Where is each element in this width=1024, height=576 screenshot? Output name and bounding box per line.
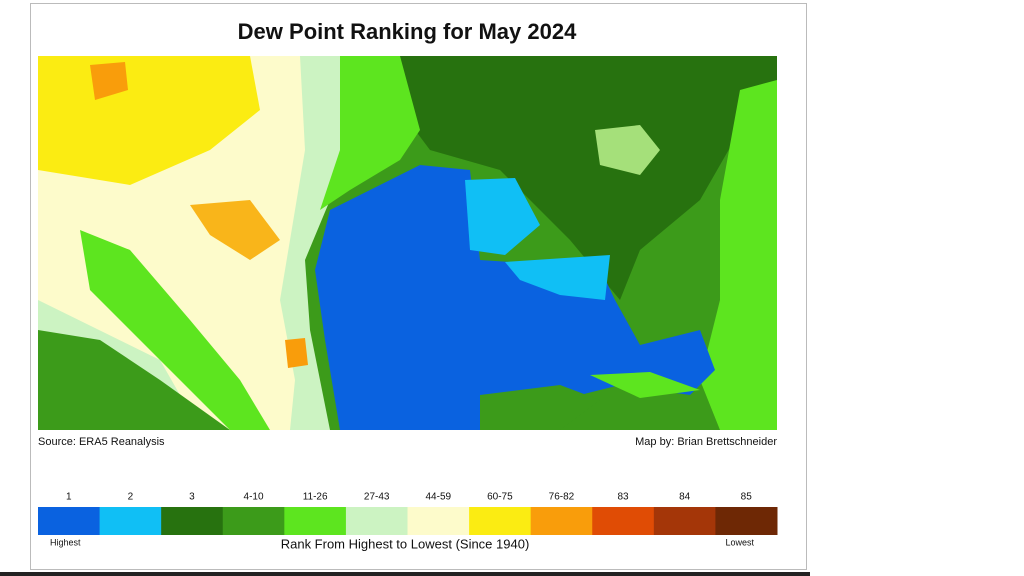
legend-label: 4-10: [244, 492, 264, 503]
legend-label: 83: [617, 492, 629, 503]
region: [315, 165, 715, 430]
map: [38, 56, 777, 430]
legend-swatch: [222, 507, 285, 535]
region: [285, 338, 308, 368]
region: [190, 200, 280, 260]
legend-high-label: Lowest: [725, 537, 754, 547]
legend-swatch: [469, 507, 532, 535]
region: [505, 255, 610, 300]
legend-label: 60-75: [487, 492, 513, 503]
legend-swatch: [592, 507, 655, 535]
legend-label: 3: [189, 492, 195, 503]
legend-label: 44-59: [426, 492, 452, 503]
legend-swatch: [345, 507, 408, 535]
legend-label: 76-82: [549, 492, 575, 503]
legend-swatch: [407, 507, 470, 535]
legend-label: 27-43: [364, 492, 390, 503]
legend-swatch: [38, 507, 101, 535]
region: [480, 385, 600, 430]
legend-swatch: [99, 507, 162, 535]
legend-label: 11-26: [303, 492, 328, 503]
legend-label: 2: [128, 492, 134, 503]
legend-swatch: [284, 507, 347, 535]
bottom-bar: [0, 572, 810, 576]
legend-label: 1: [66, 492, 72, 503]
legend-swatch: [161, 507, 224, 535]
region: [38, 330, 230, 430]
legend-caption: Rank From Highest to Lowest (Since 1940): [281, 536, 530, 551]
legend-swatch: [653, 507, 716, 535]
region: [590, 372, 700, 398]
region: [700, 80, 777, 430]
region: [595, 125, 660, 175]
legend-label: 84: [679, 492, 691, 503]
region: [320, 56, 420, 210]
legend-swatch: [530, 507, 593, 535]
legend-low-label: Highest: [50, 537, 81, 547]
region: [90, 62, 128, 100]
region: [390, 56, 777, 300]
region: [80, 230, 270, 430]
credit-note: Map by: Brian Brettschneider: [635, 436, 777, 448]
source-note: Source: ERA5 Reanalysis: [38, 436, 165, 448]
legend-label: 85: [741, 492, 753, 503]
legend-swatch: [715, 507, 778, 535]
legend: 1 2 3 4-10 11-26 27-43 44-59 60-75 76-82 83 84 85: [38, 492, 778, 535]
title: Dew Point Ranking for May 2024: [238, 19, 577, 44]
region: [465, 178, 540, 255]
